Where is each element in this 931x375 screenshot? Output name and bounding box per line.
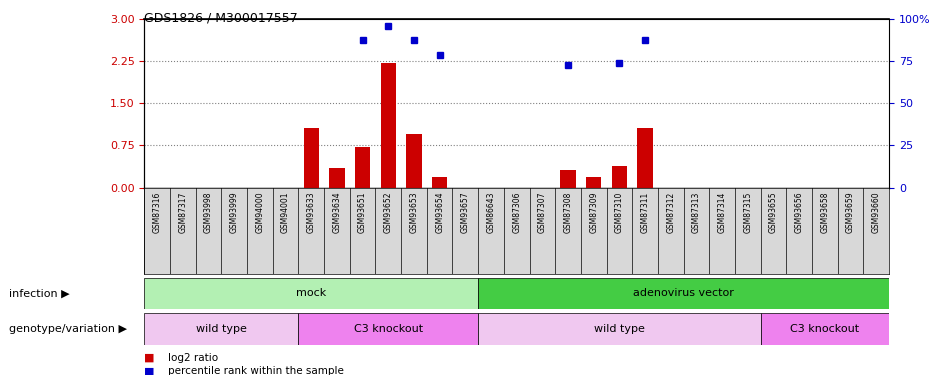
Text: GSM93651: GSM93651	[358, 192, 367, 233]
Text: GSM93654: GSM93654	[435, 192, 444, 233]
Text: GSM87313: GSM87313	[692, 192, 701, 233]
Text: adenovirus vector: adenovirus vector	[633, 288, 734, 298]
Text: GSM87312: GSM87312	[667, 192, 675, 233]
Text: wild type: wild type	[196, 324, 247, 334]
Text: GSM93656: GSM93656	[795, 192, 803, 233]
Bar	[479, 278, 889, 309]
Bar	[355, 147, 371, 188]
Text: GSM87314: GSM87314	[718, 192, 727, 233]
Text: GSM86643: GSM86643	[487, 192, 495, 233]
Bar	[432, 177, 448, 188]
Text: GSM93658: GSM93658	[820, 192, 830, 233]
Text: percentile rank within the sample: percentile rank within the sample	[168, 366, 344, 375]
Text: GSM87308: GSM87308	[563, 192, 573, 233]
Text: GSM93653: GSM93653	[410, 192, 418, 233]
Bar	[761, 313, 889, 345]
Text: GSM94000: GSM94000	[255, 192, 264, 233]
Text: GSM93998: GSM93998	[204, 192, 213, 233]
Text: infection ▶: infection ▶	[9, 288, 70, 298]
Text: GSM93652: GSM93652	[384, 192, 393, 233]
Text: genotype/variation ▶: genotype/variation ▶	[9, 324, 128, 334]
Text: GSM94001: GSM94001	[281, 192, 290, 233]
Bar	[330, 168, 344, 188]
Text: GSM87311: GSM87311	[641, 192, 650, 233]
Text: GSM93657: GSM93657	[461, 192, 470, 233]
Text: GSM87306: GSM87306	[512, 192, 521, 233]
Bar	[479, 313, 761, 345]
Bar	[381, 63, 396, 188]
Bar	[560, 170, 575, 188]
Text: GSM93634: GSM93634	[332, 192, 342, 233]
Text: GSM93633: GSM93633	[306, 192, 316, 233]
Bar	[144, 313, 299, 345]
Text: C3 knockout: C3 knockout	[354, 324, 423, 334]
Text: GSM87315: GSM87315	[743, 192, 752, 233]
Text: ■: ■	[144, 353, 158, 363]
Text: GSM93655: GSM93655	[769, 192, 778, 233]
Bar	[299, 313, 479, 345]
Text: GSM87309: GSM87309	[589, 192, 599, 233]
Text: wild type: wild type	[594, 324, 645, 334]
Bar	[586, 177, 601, 188]
Text: ■: ■	[144, 366, 158, 375]
Bar	[638, 128, 653, 188]
Text: GSM93659: GSM93659	[846, 192, 855, 233]
Bar	[304, 128, 319, 188]
Bar	[406, 134, 422, 188]
Text: GSM87317: GSM87317	[179, 192, 187, 233]
Bar	[144, 278, 479, 309]
Text: C3 knockout: C3 knockout	[790, 324, 859, 334]
Text: GDS1826 / M300017557: GDS1826 / M300017557	[144, 11, 298, 24]
Bar	[612, 166, 627, 188]
Text: GSM87316: GSM87316	[153, 192, 162, 233]
Text: GSM87310: GSM87310	[615, 192, 624, 233]
Text: log2 ratio: log2 ratio	[168, 353, 218, 363]
Text: GSM93660: GSM93660	[871, 192, 881, 233]
Text: GSM87307: GSM87307	[538, 192, 546, 233]
Text: GSM93999: GSM93999	[230, 192, 238, 233]
Text: mock: mock	[296, 288, 327, 298]
